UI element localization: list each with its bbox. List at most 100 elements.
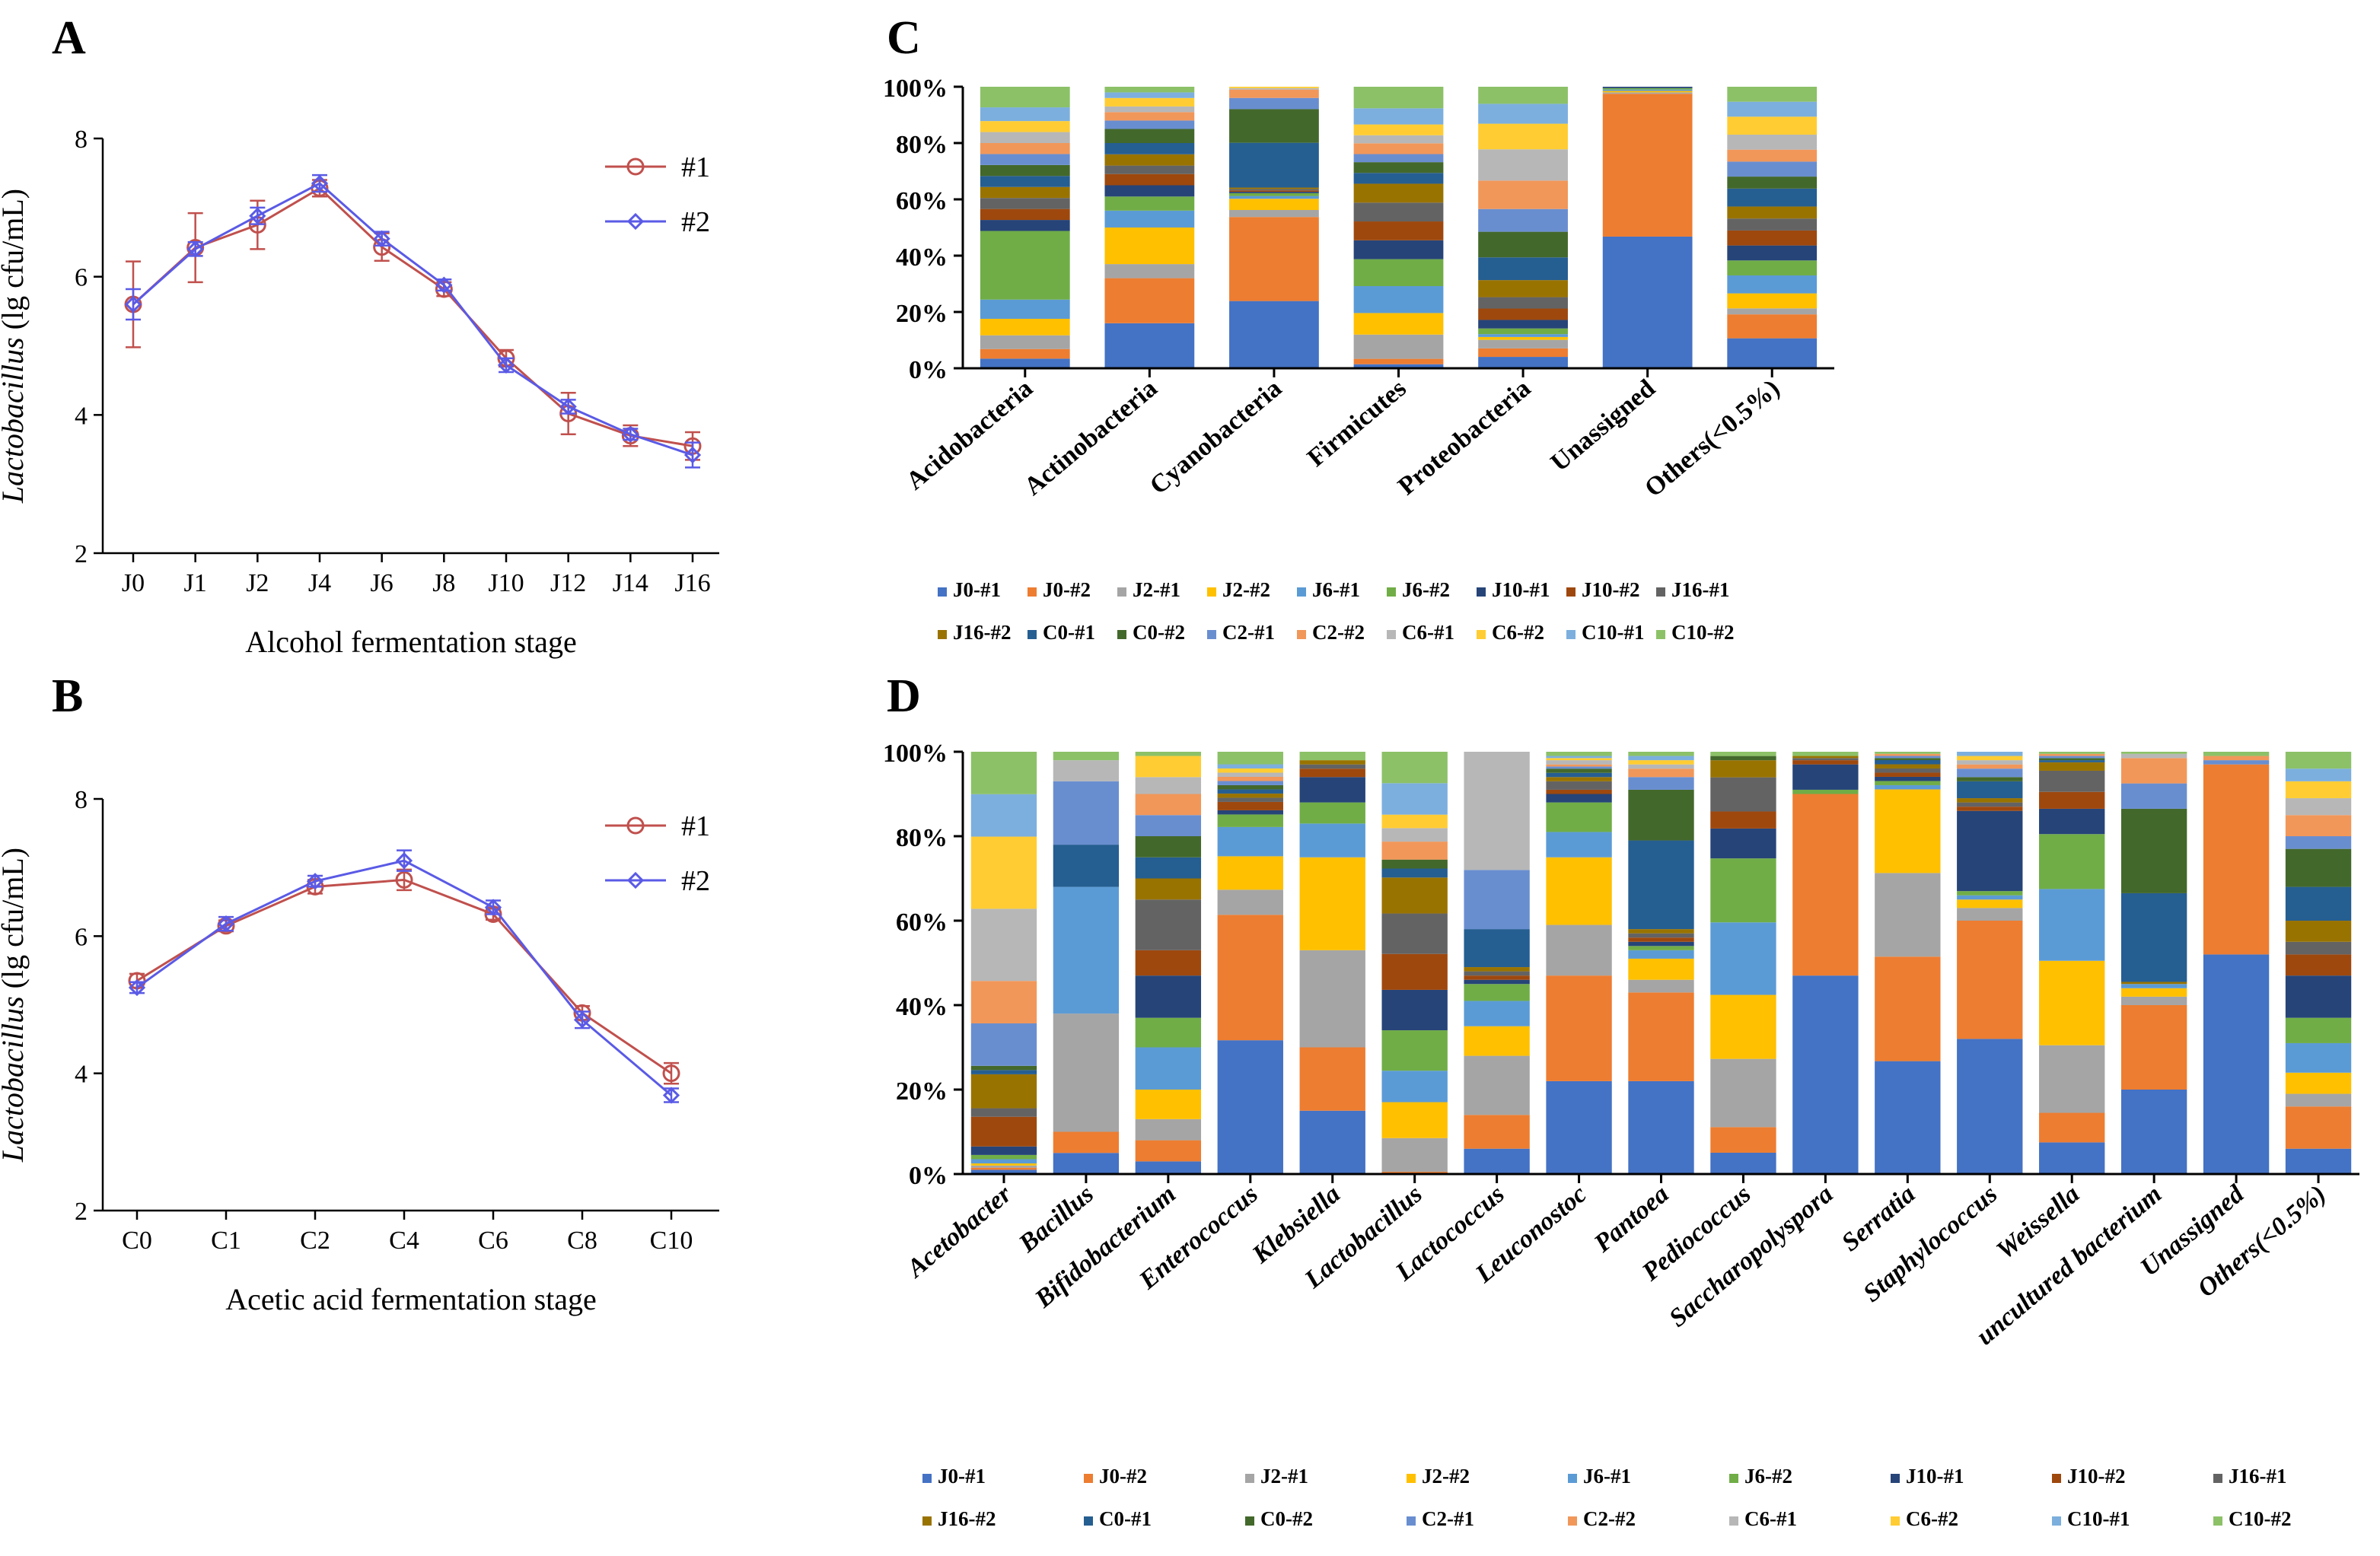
bar-segment (980, 132, 1070, 143)
bar-segment (1957, 1039, 2023, 1174)
bar-segment (1727, 338, 1818, 368)
legend-marker (626, 871, 645, 889)
bar-segment (1217, 772, 1283, 777)
panel-c-stacked-bar-chart: C 0% 20% 40% 60% 80% 100% AcidobacteriaActinoba… (883, 12, 1834, 644)
bar-segment (1628, 937, 1694, 942)
y-tick-label: 20% (896, 1077, 948, 1106)
x-category-label: Cyanobacteria (1145, 374, 1287, 501)
bar-segment (1546, 777, 1612, 781)
legend-label: J0-#1 (953, 578, 1001, 601)
legend-swatch (1566, 630, 1576, 639)
bar-segment (1628, 752, 1694, 756)
bar-segment (2285, 752, 2352, 769)
legend-label: J2-#2 (1222, 578, 1270, 601)
bar-segment (1229, 209, 1319, 218)
bar-segment (2039, 960, 2105, 1045)
legend-swatch (1477, 587, 1486, 597)
bar-segment (1546, 802, 1612, 832)
bar-segment (1710, 752, 1776, 756)
bar-segment (1957, 756, 2023, 761)
bar-segment (1478, 297, 1568, 309)
bar-segment (2285, 1093, 2352, 1107)
legend-entry: J16-#1 (1656, 578, 1730, 601)
legend-entry: C10-#2 (2213, 1507, 2292, 1530)
bar-segment (1478, 149, 1568, 181)
legend-entry: J6-#1 (1568, 1465, 1631, 1488)
legend-swatch (1891, 1516, 1900, 1526)
bar-segment (1353, 313, 1444, 335)
bar-segment (1628, 764, 1694, 769)
bar-segment (2203, 752, 2270, 756)
bar-segment (1602, 89, 1693, 91)
bar-segment (1710, 760, 1776, 778)
y-tick-label: 100% (883, 75, 948, 103)
bar-segment (1602, 91, 1693, 93)
bar-segment (1104, 278, 1195, 323)
legend-label: J0-#2 (1099, 1465, 1147, 1488)
bar-segment (1353, 358, 1444, 364)
bar-segment (1104, 87, 1195, 93)
bar-segment (1478, 103, 1568, 124)
y-axis-title-unit: (lg cfu/mL) (0, 848, 30, 997)
data-point-marker (435, 276, 453, 294)
x-category-label: Acetobacter (901, 1179, 1018, 1284)
data-point-marker (311, 174, 329, 193)
bar-segment (1104, 323, 1195, 368)
bar-segment (1353, 240, 1444, 259)
legend-entry: C2-#2 (1297, 621, 1365, 644)
stacked-bar (2120, 752, 2187, 1174)
x-axis-title: Alcohol fermentation stage (245, 625, 576, 659)
bar-segment (2120, 893, 2187, 982)
bar-segment (1464, 1001, 1530, 1026)
bar-segment (1628, 789, 1694, 841)
y-tick-label: 8 (75, 126, 88, 154)
bar-segment (1053, 1153, 1120, 1174)
y-tick-label: 4 (75, 1061, 88, 1089)
legend-label: J2-#2 (1422, 1465, 1470, 1488)
bar-segment (1628, 946, 1694, 950)
legend-label: C6-#2 (1906, 1507, 1958, 1530)
legend-swatch (1028, 587, 1037, 597)
bar-segment (2120, 1005, 2187, 1090)
x-axis-title: Acetic acid fermentation stage (225, 1282, 597, 1316)
bar-segment (1628, 933, 1694, 938)
bar-segment (1628, 979, 1694, 993)
bar-segment (980, 154, 1070, 165)
x-tick-label: C0 (122, 1227, 152, 1255)
bar-segment (1478, 328, 1568, 335)
bar-segment (980, 143, 1070, 154)
stacked-bar (2285, 752, 2352, 1174)
bar-segment (1727, 230, 1818, 246)
legend-entry: #2 (605, 865, 710, 897)
bar-segment (1135, 1047, 1202, 1090)
bar-segment (1229, 109, 1319, 143)
bar-segment (1353, 364, 1444, 368)
legend-swatch (1729, 1474, 1738, 1483)
x-tick-label: J8 (432, 569, 455, 597)
bar-segment (970, 1065, 1037, 1071)
bar-segment (1957, 899, 2023, 908)
legend-swatch (1084, 1474, 1093, 1483)
bar-segment (2120, 753, 2187, 759)
bar-segment (1135, 752, 1202, 756)
legend-swatch (1117, 630, 1126, 639)
bar-segment (1381, 783, 1448, 815)
x-tick-label: C1 (211, 1227, 241, 1255)
legend-label: J10-#2 (2067, 1465, 2126, 1488)
legend-swatch (1891, 1474, 1900, 1483)
data-point-marker (306, 873, 324, 890)
legend-label: J2-#1 (1260, 1465, 1308, 1488)
bar-segment (1546, 764, 1612, 767)
legend-swatch (1729, 1516, 1738, 1526)
bar-segment (1299, 1047, 1365, 1111)
legend-label: J10-#1 (1906, 1465, 1964, 1488)
stacked-bar (1104, 87, 1195, 368)
bar-segment (1299, 760, 1365, 765)
x-category-label: Actinobacteria (1019, 374, 1163, 501)
bar-segment (980, 208, 1070, 221)
bar-segment (1104, 143, 1195, 154)
x-tick-label: C6 (478, 1227, 508, 1255)
bar-segment (970, 836, 1037, 909)
bar-segment (1792, 758, 1859, 761)
bar-segment (1135, 1090, 1202, 1119)
